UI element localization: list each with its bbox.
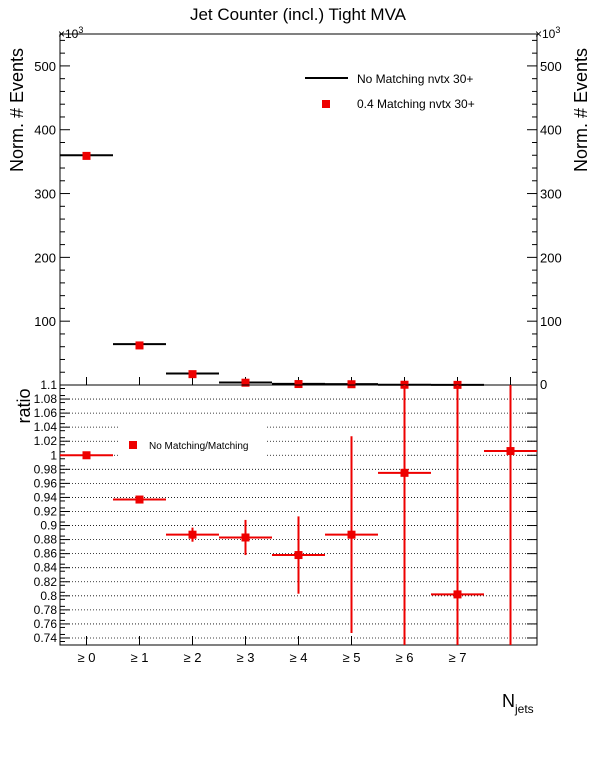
y-tick-label-right: 400 <box>540 123 562 138</box>
legend-label: No Matching/Matching <box>149 441 249 452</box>
x-tick-label: ≥ 7 <box>449 650 467 665</box>
ratio-marker <box>188 530 197 539</box>
y-tick-label: 400 <box>34 123 56 138</box>
x-tick-label: ≥ 1 <box>131 650 149 665</box>
y-tick-label: 1.1 <box>40 378 57 392</box>
y-tick-label: 0.86 <box>34 547 58 561</box>
y-tick-label: 1 <box>50 448 57 462</box>
y-tick-label-right: 300 <box>540 187 562 202</box>
y-tick-label: 500 <box>34 59 56 74</box>
series-marker <box>135 341 144 350</box>
y-tick-label-right: 100 <box>540 314 562 329</box>
series-marker <box>347 380 356 389</box>
y-tick-label: 200 <box>34 250 56 265</box>
series-marker <box>241 378 250 387</box>
y-tick-label: 100 <box>34 314 56 329</box>
ratio-x-axis: ≥ 0 ≥ 1 ≥ 2 ≥ 3 ≥ 4 ≥ 5 ≥ 6 ≥ 7 <box>78 636 511 665</box>
legend-background <box>118 425 267 465</box>
ratio-marker <box>241 533 250 542</box>
legend-marker-swatch <box>322 100 330 108</box>
ratio-marker <box>294 551 303 560</box>
main-y-axis: 100 100 200 200 300 300 400 400 500 500 <box>34 39 562 373</box>
x-axis-label: Njets <box>502 691 534 716</box>
y-axis-label-left: Norm. # Events <box>7 48 27 172</box>
ratio-panel: ratio 0.740.760.780.80.820.840.860.880.9… <box>14 378 538 716</box>
x-tick-label: ≥ 3 <box>237 650 255 665</box>
ratio-marker <box>453 590 462 599</box>
x-tick-label: ≥ 6 <box>396 650 414 665</box>
ratio-marker <box>82 451 91 460</box>
y-tick-label: 0.74 <box>34 631 58 645</box>
y-tick-label: 1.06 <box>34 406 58 420</box>
y-tick-label: 1.02 <box>34 434 58 448</box>
y-tick-label: 0.76 <box>34 617 58 631</box>
ratio-grid <box>60 384 537 639</box>
main-series <box>60 151 484 389</box>
chart-title: Jet Counter (incl.) Tight MVA <box>190 5 407 24</box>
ratio-y-axis: 0.740.760.780.80.820.840.860.880.90.920.… <box>34 378 537 645</box>
y-multiplier-left: ×103 <box>58 25 83 41</box>
y-tick-label: 0.82 <box>34 575 58 589</box>
ratio-marker <box>506 447 515 456</box>
series-marker <box>294 380 303 389</box>
main-plot-frame <box>59 33 538 386</box>
y-tick-label: 0.98 <box>34 462 58 476</box>
legend-label: No Matching nvtx 30+ <box>357 72 473 86</box>
y-tick-label-right: 200 <box>540 250 562 265</box>
ratio-legend: No Matching/Matching <box>118 425 267 465</box>
y-tick-label: 0.94 <box>34 490 58 504</box>
y-axis-label-right: Norm. # Events <box>571 48 591 172</box>
ratio-series <box>60 385 537 645</box>
y-tick-label: 0.78 <box>34 603 58 617</box>
y-tick-label: 0.92 <box>34 504 58 518</box>
legend-marker-swatch <box>129 441 137 449</box>
x-tick-label: ≥ 4 <box>290 650 308 665</box>
series-marker <box>188 370 197 379</box>
main-legend: No Matching nvtx 30+ 0.4 Matching nvtx 30… <box>305 72 475 111</box>
y-tick-label: 0.9 <box>40 519 57 533</box>
y-zero-label-right: 0 <box>540 377 547 392</box>
x-tick-label: ≥ 0 <box>78 650 96 665</box>
ratio-plot-frame <box>59 384 538 646</box>
x-tick-label: ≥ 2 <box>184 650 202 665</box>
y-tick-label-right: 500 <box>540 59 562 74</box>
series-marker <box>82 151 91 160</box>
y-tick-label: 0.96 <box>34 476 58 490</box>
ratio-marker <box>400 468 409 477</box>
ratio-marker <box>347 530 356 539</box>
y-tick-label: 300 <box>34 187 56 202</box>
ratio-marker <box>135 495 144 504</box>
x-tick-label: ≥ 5 <box>343 650 361 665</box>
y-tick-label: 0.88 <box>34 533 58 547</box>
legend-label: 0.4 Matching nvtx 30+ <box>357 97 475 111</box>
main-panel: Jet Counter (incl.) Tight MVA Norm. # Ev… <box>7 5 591 392</box>
ratio-y-axis-label: ratio <box>14 388 34 423</box>
y-multiplier-right: ×103 <box>535 25 560 41</box>
y-tick-label: 0.84 <box>34 561 58 575</box>
y-tick-label: 0.8 <box>40 589 57 603</box>
y-tick-label: 1.08 <box>34 392 58 406</box>
y-tick-label: 1.04 <box>34 420 58 434</box>
